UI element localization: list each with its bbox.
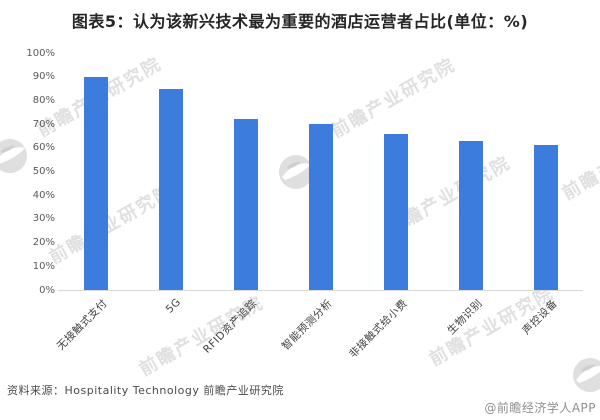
x-category-label: 声控设备: [519, 297, 560, 338]
x-category-label: 智能预测分析: [279, 297, 335, 353]
chart-title: 图表5：认为该新兴技术最为重要的酒店运营者占比(单位：%): [71, 12, 529, 31]
credit-note: @前瞻经济学人APP: [484, 401, 596, 415]
x-category-label: 非接触式给小费: [346, 297, 410, 361]
bar: [83, 76, 108, 290]
y-axis-tick-label: 0%: [39, 284, 55, 296]
qianzhan-logo-watermark-icon: [279, 155, 313, 193]
y-axis-tick-label: 80%: [32, 94, 55, 106]
bar: [533, 145, 558, 290]
x-category-label: 5G: [163, 296, 183, 316]
y-axis-tick-label: 20%: [32, 237, 55, 249]
qianzhan-logo-watermark-icon: [0, 139, 27, 177]
y-axis-tick-label: 60%: [32, 142, 55, 154]
x-axis-line: [58, 290, 583, 291]
y-axis-tick-label: 50%: [32, 166, 55, 177]
y-axis-tick-label: 70%: [32, 118, 55, 130]
bar: [458, 140, 483, 290]
x-category-label: RFID资产追踪: [201, 297, 260, 356]
qianzhan-logo-watermark-icon: [573, 358, 600, 396]
source-note: 资料来源：Hospitality Technology 前瞻产业研究院: [7, 384, 284, 397]
y-axis-tick-label: 10%: [32, 260, 55, 272]
y-axis-tick-label: 30%: [32, 213, 55, 225]
y-axis-tick-label: 90%: [32, 71, 55, 83]
bar: [308, 124, 333, 290]
bar: [383, 133, 408, 290]
bar: [158, 88, 183, 290]
x-category-label: 无接触式支付: [54, 297, 110, 353]
y-axis-tick-label: 100%: [26, 47, 55, 59]
bar: [233, 119, 258, 290]
y-axis-tick-label: 40%: [32, 189, 55, 201]
x-category-label: 生物识别: [444, 297, 485, 338]
